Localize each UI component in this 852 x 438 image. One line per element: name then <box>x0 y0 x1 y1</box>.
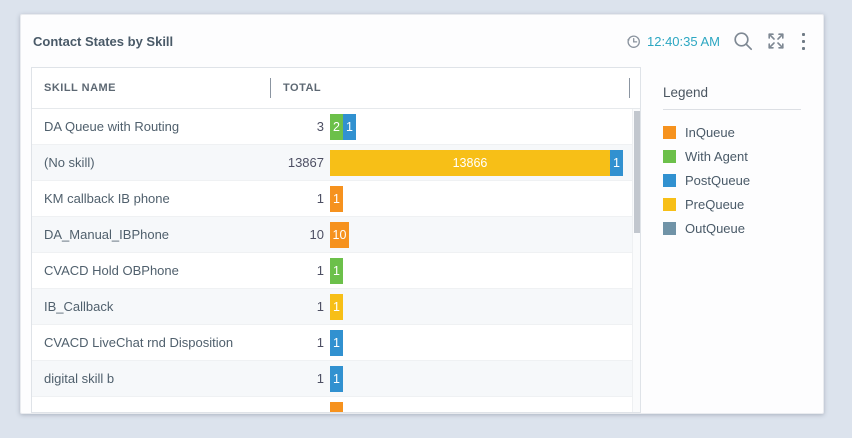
search-icon <box>734 32 753 51</box>
legend-item-inqueue: InQueue <box>663 120 813 144</box>
fullscreen-icon <box>768 33 784 49</box>
expand-button[interactable] <box>766 31 786 51</box>
widget-toolbar: 12:40:35 AM <box>625 30 809 52</box>
search-button[interactable] <box>732 30 754 52</box>
legend-swatch <box>663 221 676 235</box>
table-row[interactable]: CVACD Hold OBPhone 1 1 <box>32 253 640 289</box>
table-body: DA Queue with Routing 3 2 1 (No skill) 13867 1… <box>32 109 640 412</box>
skill-name: (No skill) <box>44 155 95 170</box>
clock-history-icon <box>627 34 640 48</box>
skill-name: CVACD LiveChat rnd Disposition <box>44 335 234 350</box>
skill-name: CVACD Hold OBPhone <box>44 263 179 278</box>
state-bar <box>330 401 623 412</box>
state-bar: 1 <box>330 257 623 284</box>
legend-panel: Legend InQueue With Agent PostQueue PreQueu… <box>663 67 813 413</box>
skill-total: 1 <box>316 299 324 314</box>
kebab-menu-icon <box>802 46 805 50</box>
widget-title: Contact States by Skill <box>33 33 174 49</box>
skill-name: KM callback IB phone <box>44 191 170 206</box>
state-bar: 1 <box>330 365 623 392</box>
skill-total: 1 <box>316 263 324 278</box>
state-bar: 1 <box>330 329 623 356</box>
bar-segment-inqueue: 1 <box>330 185 343 212</box>
bar-segment-prequeue: 13866 <box>330 149 610 176</box>
skill-total: 10 <box>309 227 324 242</box>
legend-label: PreQueue <box>685 196 745 212</box>
legend-swatch <box>663 173 676 187</box>
widget-header: Contact States by Skill 12:40:35 AM <box>21 15 823 67</box>
state-bar: 10 <box>330 221 623 248</box>
table-scrollbar <box>632 109 640 412</box>
skill-total: 1 <box>316 335 324 350</box>
table-row[interactable]: CVACD LiveChat rnd Disposition 1 1 <box>32 325 640 361</box>
column-divider <box>270 78 271 98</box>
kebab-menu-icon <box>802 32 805 36</box>
legend-item-postqueue: PostQueue <box>663 168 813 192</box>
column-divider <box>629 78 630 98</box>
bar-segment-postqueue: 1 <box>610 149 623 176</box>
widget-menu-button[interactable] <box>798 31 809 52</box>
bar-segment-postqueue: 1 <box>330 365 343 392</box>
bar-segment-prequeue: 1 <box>330 293 343 320</box>
legend-item-outqueue: OutQueue <box>663 216 813 240</box>
legend-divider <box>663 109 801 110</box>
column-header-skill-name[interactable]: SKILL NAME <box>44 82 117 94</box>
scrollbar-thumb[interactable] <box>634 111 640 233</box>
skill-total: 13867 <box>287 155 324 170</box>
skill-total: 3 <box>316 119 324 134</box>
table-row[interactable]: IB_Callback 1 1 <box>32 289 640 325</box>
last-refresh-time: 12:40:35 AM <box>625 33 720 50</box>
table-row[interactable]: (No skill) 13867 13866 1 <box>32 145 640 181</box>
contact-states-widget: Contact States by Skill 12:40:35 AM <box>20 14 824 414</box>
table-header-row: SKILL NAME TOTAL <box>32 68 640 109</box>
legend-label: InQueue <box>685 124 735 140</box>
skill-name: DA_Manual_IBPhone <box>44 227 170 242</box>
legend-label: PostQueue <box>685 172 751 188</box>
column-header-total[interactable]: TOTAL <box>283 82 322 94</box>
kebab-menu-icon <box>802 39 805 43</box>
bar-segment-with-agent: 2 <box>330 113 343 140</box>
bar-segment-inqueue: 10 <box>330 221 349 248</box>
legend-label: OutQueue <box>685 220 745 236</box>
state-bar: 1 <box>330 293 623 320</box>
timestamp-text: 12:40:35 AM <box>647 33 720 49</box>
skill-name: DA Queue with Routing <box>44 119 180 134</box>
table-row[interactable] <box>32 397 640 412</box>
legend-swatch <box>663 149 676 163</box>
skill-name: digital skill b <box>44 371 115 386</box>
legend-swatch <box>663 197 676 211</box>
legend-swatch <box>663 125 676 139</box>
legend-item-with-agent: With Agent <box>663 144 813 168</box>
skill-total: 1 <box>316 371 324 386</box>
skills-table: SKILL NAME TOTAL DA Queue with Routing 3 2… <box>31 67 641 413</box>
legend-item-prequeue: PreQueue <box>663 192 813 216</box>
bar-segment-postqueue: 1 <box>330 329 343 356</box>
state-bar: 1 <box>330 185 623 212</box>
skill-total: 1 <box>316 191 324 206</box>
table-row[interactable]: KM callback IB phone 1 1 <box>32 181 640 217</box>
state-bar: 13866 1 <box>330 149 623 176</box>
bar-segment-inqueue <box>330 401 343 412</box>
bar-segment-postqueue: 1 <box>343 113 356 140</box>
bar-segment-with-agent: 1 <box>330 257 343 284</box>
legend-items: InQueue With Agent PostQueue PreQueue OutQue… <box>663 120 813 240</box>
widget-body: SKILL NAME TOTAL DA Queue with Routing 3 2… <box>21 67 823 413</box>
legend-title: Legend <box>663 85 709 100</box>
legend-label: With Agent <box>685 148 748 164</box>
table-row[interactable]: DA_Manual_IBPhone 10 10 <box>32 217 640 253</box>
skill-name: IB_Callback <box>44 299 114 314</box>
table-row[interactable]: DA Queue with Routing 3 2 1 <box>32 109 640 145</box>
